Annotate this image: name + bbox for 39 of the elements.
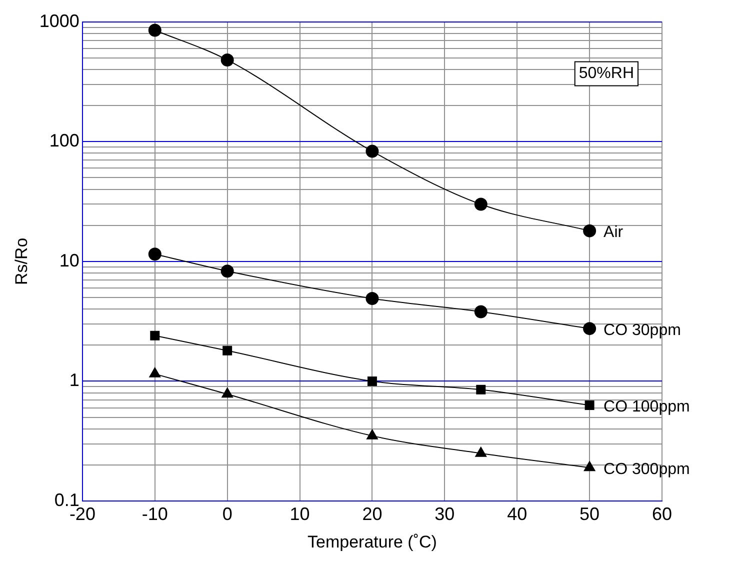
point (149, 367, 161, 378)
y-tick-label: 1000 (39, 10, 80, 31)
y-tick-label: 10 (59, 250, 80, 270)
y-axis-title: Rs/Ro (12, 238, 31, 286)
point (476, 384, 486, 394)
y-tick-label: 1 (69, 370, 80, 390)
point (222, 346, 232, 356)
x-tick-label: -10 (142, 504, 168, 524)
x-tick-label: 30 (434, 504, 455, 524)
x-tick-label: 10 (290, 504, 310, 524)
series-label: CO 300ppm (604, 461, 690, 478)
point (475, 446, 487, 457)
point (366, 144, 379, 158)
point (220, 264, 234, 278)
x-axis-title: Temperature (˚C) (308, 532, 437, 552)
series-label: Air (604, 224, 624, 242)
point (583, 322, 596, 336)
x-tick-label: 60 (652, 504, 672, 524)
point (148, 248, 162, 261)
annotation: 50%RH (578, 65, 634, 82)
series-label: CO 100ppm (604, 398, 690, 416)
point (474, 305, 488, 318)
point (366, 429, 378, 440)
point (222, 388, 234, 398)
point (366, 292, 379, 306)
point (474, 198, 488, 211)
x-tick-label: 20 (362, 504, 382, 524)
point (583, 224, 596, 238)
x-tick-label: 40 (507, 504, 528, 524)
x-tick-label: 50 (580, 504, 600, 524)
point (367, 376, 377, 386)
y-tick-label: 100 (49, 130, 80, 151)
point (584, 400, 594, 410)
series-label: CO 30ppm (604, 322, 681, 339)
point (150, 330, 160, 340)
point (584, 461, 596, 472)
point (220, 53, 234, 66)
point (148, 24, 162, 37)
x-tick-label: 0 (222, 504, 232, 524)
